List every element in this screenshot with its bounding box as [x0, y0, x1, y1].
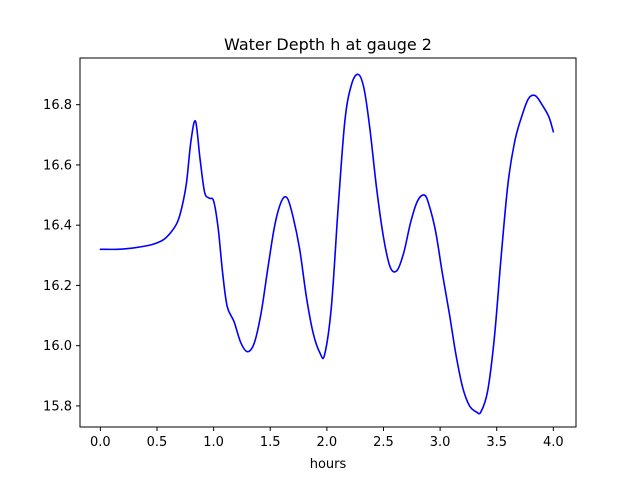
plot-layer	[99, 73, 555, 415]
y-tick-label: 16.2	[43, 279, 72, 294]
x-tick-label: 3.5	[486, 435, 507, 450]
x-tick-label: 0.0	[90, 435, 111, 450]
y-tick-label: 16.8	[43, 98, 72, 113]
x-axis-label: hours	[310, 457, 347, 472]
x-tick-label: 1.5	[260, 435, 281, 450]
x-axis: 0.0 0.5 1.0 1.5 2.0 2.5 3.0 3.5 4.0	[90, 427, 564, 450]
y-tick-label: 16.6	[43, 158, 72, 173]
x-tick-label: 1.0	[203, 435, 224, 450]
y-axis: 15.8 16.0 16.2 16.4 16.6 16.8	[43, 98, 80, 414]
x-tick-label: 2.5	[373, 435, 394, 450]
plot-frame	[79, 57, 577, 428]
x-tick-label: 4.0	[543, 435, 564, 450]
x-tick-label: 0.5	[147, 435, 168, 450]
y-tick-label: 15.8	[43, 399, 72, 414]
y-tick-label: 16.4	[43, 219, 72, 234]
x-tick-label: 3.0	[430, 435, 451, 450]
y-tick-label: 16.0	[43, 339, 72, 354]
x-tick-label: 2.0	[317, 435, 338, 450]
chart-title: Water Depth h at gauge 2	[224, 35, 432, 54]
series-line-0	[99, 73, 555, 415]
